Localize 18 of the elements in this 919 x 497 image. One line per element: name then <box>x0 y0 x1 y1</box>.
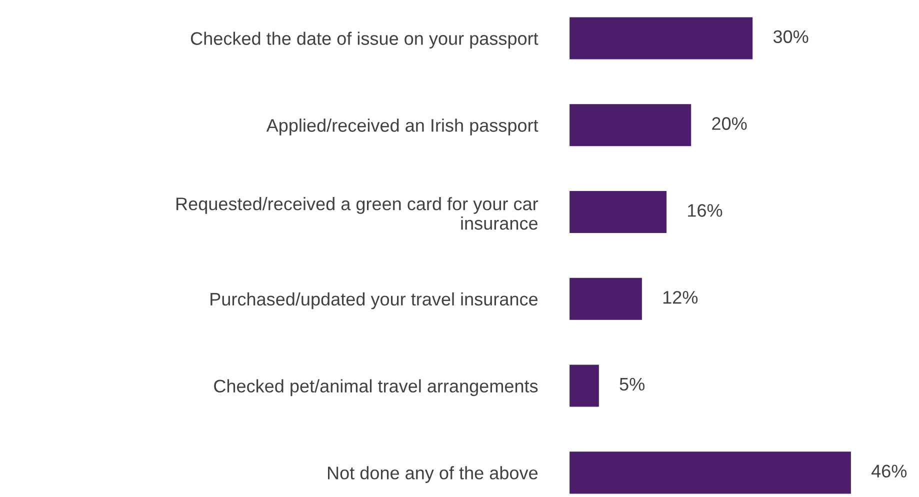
data-label: 46% <box>871 464 907 478</box>
bar <box>568 102 692 148</box>
y-tick-label: Purchased/updated your travel insurance <box>210 292 538 310</box>
y-tick-label: Checked the date of issue on your passport <box>190 32 538 49</box>
bar <box>568 276 644 322</box>
data-label: 30% <box>773 30 808 44</box>
data-label: 12% <box>663 290 698 304</box>
data-label: 16% <box>688 204 722 217</box>
bar <box>568 363 600 408</box>
data-label: 20% <box>712 117 747 130</box>
y-tick-label: Checked pet/animal travel arrangements <box>214 379 538 396</box>
bar <box>568 450 852 496</box>
bar <box>568 16 754 61</box>
y-tick-label: Applied/received an Irish passport <box>266 118 538 136</box>
y-tick-label: Not done any of the above <box>328 466 538 483</box>
y-tick-label: Requested/received a green card for your car insurance <box>176 197 538 230</box>
bar <box>568 190 668 234</box>
data-label: 5% <box>620 378 644 391</box>
